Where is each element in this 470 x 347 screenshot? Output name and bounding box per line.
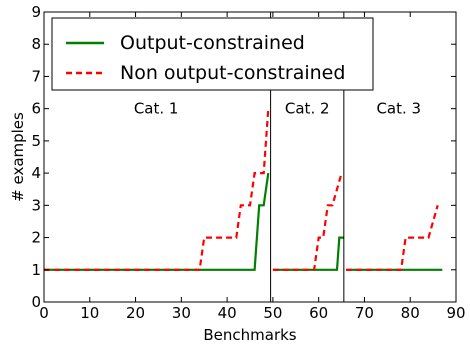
y-tick-label: 2: [31, 229, 41, 247]
axes-frame: [43, 11, 457, 303]
y-tick-label: 7: [31, 67, 41, 85]
y-tick-label: 6: [31, 100, 41, 118]
x-tick-label: 50: [263, 304, 282, 322]
legend-label-1: Output-constrained: [120, 32, 305, 54]
x-tick-label: 70: [355, 304, 374, 322]
category-label-1: Cat. 1: [134, 100, 179, 118]
plot-content: [44, 12, 443, 302]
y-tick-label: 8: [31, 35, 41, 53]
output-constrained-line-2: [272, 236, 344, 271]
y-tick-label: 5: [31, 132, 41, 150]
labels: Cat. 1 Cat. 2 Cat. 3 Benchmarks # examples: [9, 100, 421, 344]
x-tick-label: 40: [218, 304, 237, 322]
y-tick-label: 9: [31, 3, 41, 21]
x-tick-label: 10: [80, 304, 99, 322]
x-tick-label: 60: [309, 304, 328, 322]
x-axis-label: Benchmarks: [203, 326, 296, 344]
x-tick-label: 90: [446, 304, 465, 322]
legend-label-2: Non output-constrained: [120, 62, 345, 84]
non-output-constrained-line-3: [346, 204, 439, 271]
non-output-constrained-line-1: [44, 108, 270, 271]
x-tick-label: 80: [401, 304, 420, 322]
y-tick-label: 3: [31, 196, 41, 214]
y-tick-label: 4: [31, 164, 41, 182]
non-output-constrained-line-2: [272, 172, 343, 271]
y-tick-label: 1: [31, 261, 41, 279]
y-axis-label: # examples: [9, 112, 27, 202]
legend: Output-constrained Non output-constrained: [51, 17, 374, 91]
category-label-3: Cat. 3: [376, 100, 421, 118]
x-tick-label: 30: [172, 304, 191, 322]
category-label-2: Cat. 2: [285, 100, 330, 118]
x-tick-label: 20: [126, 304, 145, 322]
output-constrained-line-1: [44, 172, 270, 271]
legend-box: [51, 17, 374, 91]
x-tick-label: 0: [39, 304, 49, 322]
plot-border: [43, 11, 457, 303]
ticks: 0 10 20 30 40 50 60 70 80 90 0 1 2 3 4 5 6 7 8 9: [31, 3, 465, 322]
y-tick-label: 0: [31, 293, 41, 311]
